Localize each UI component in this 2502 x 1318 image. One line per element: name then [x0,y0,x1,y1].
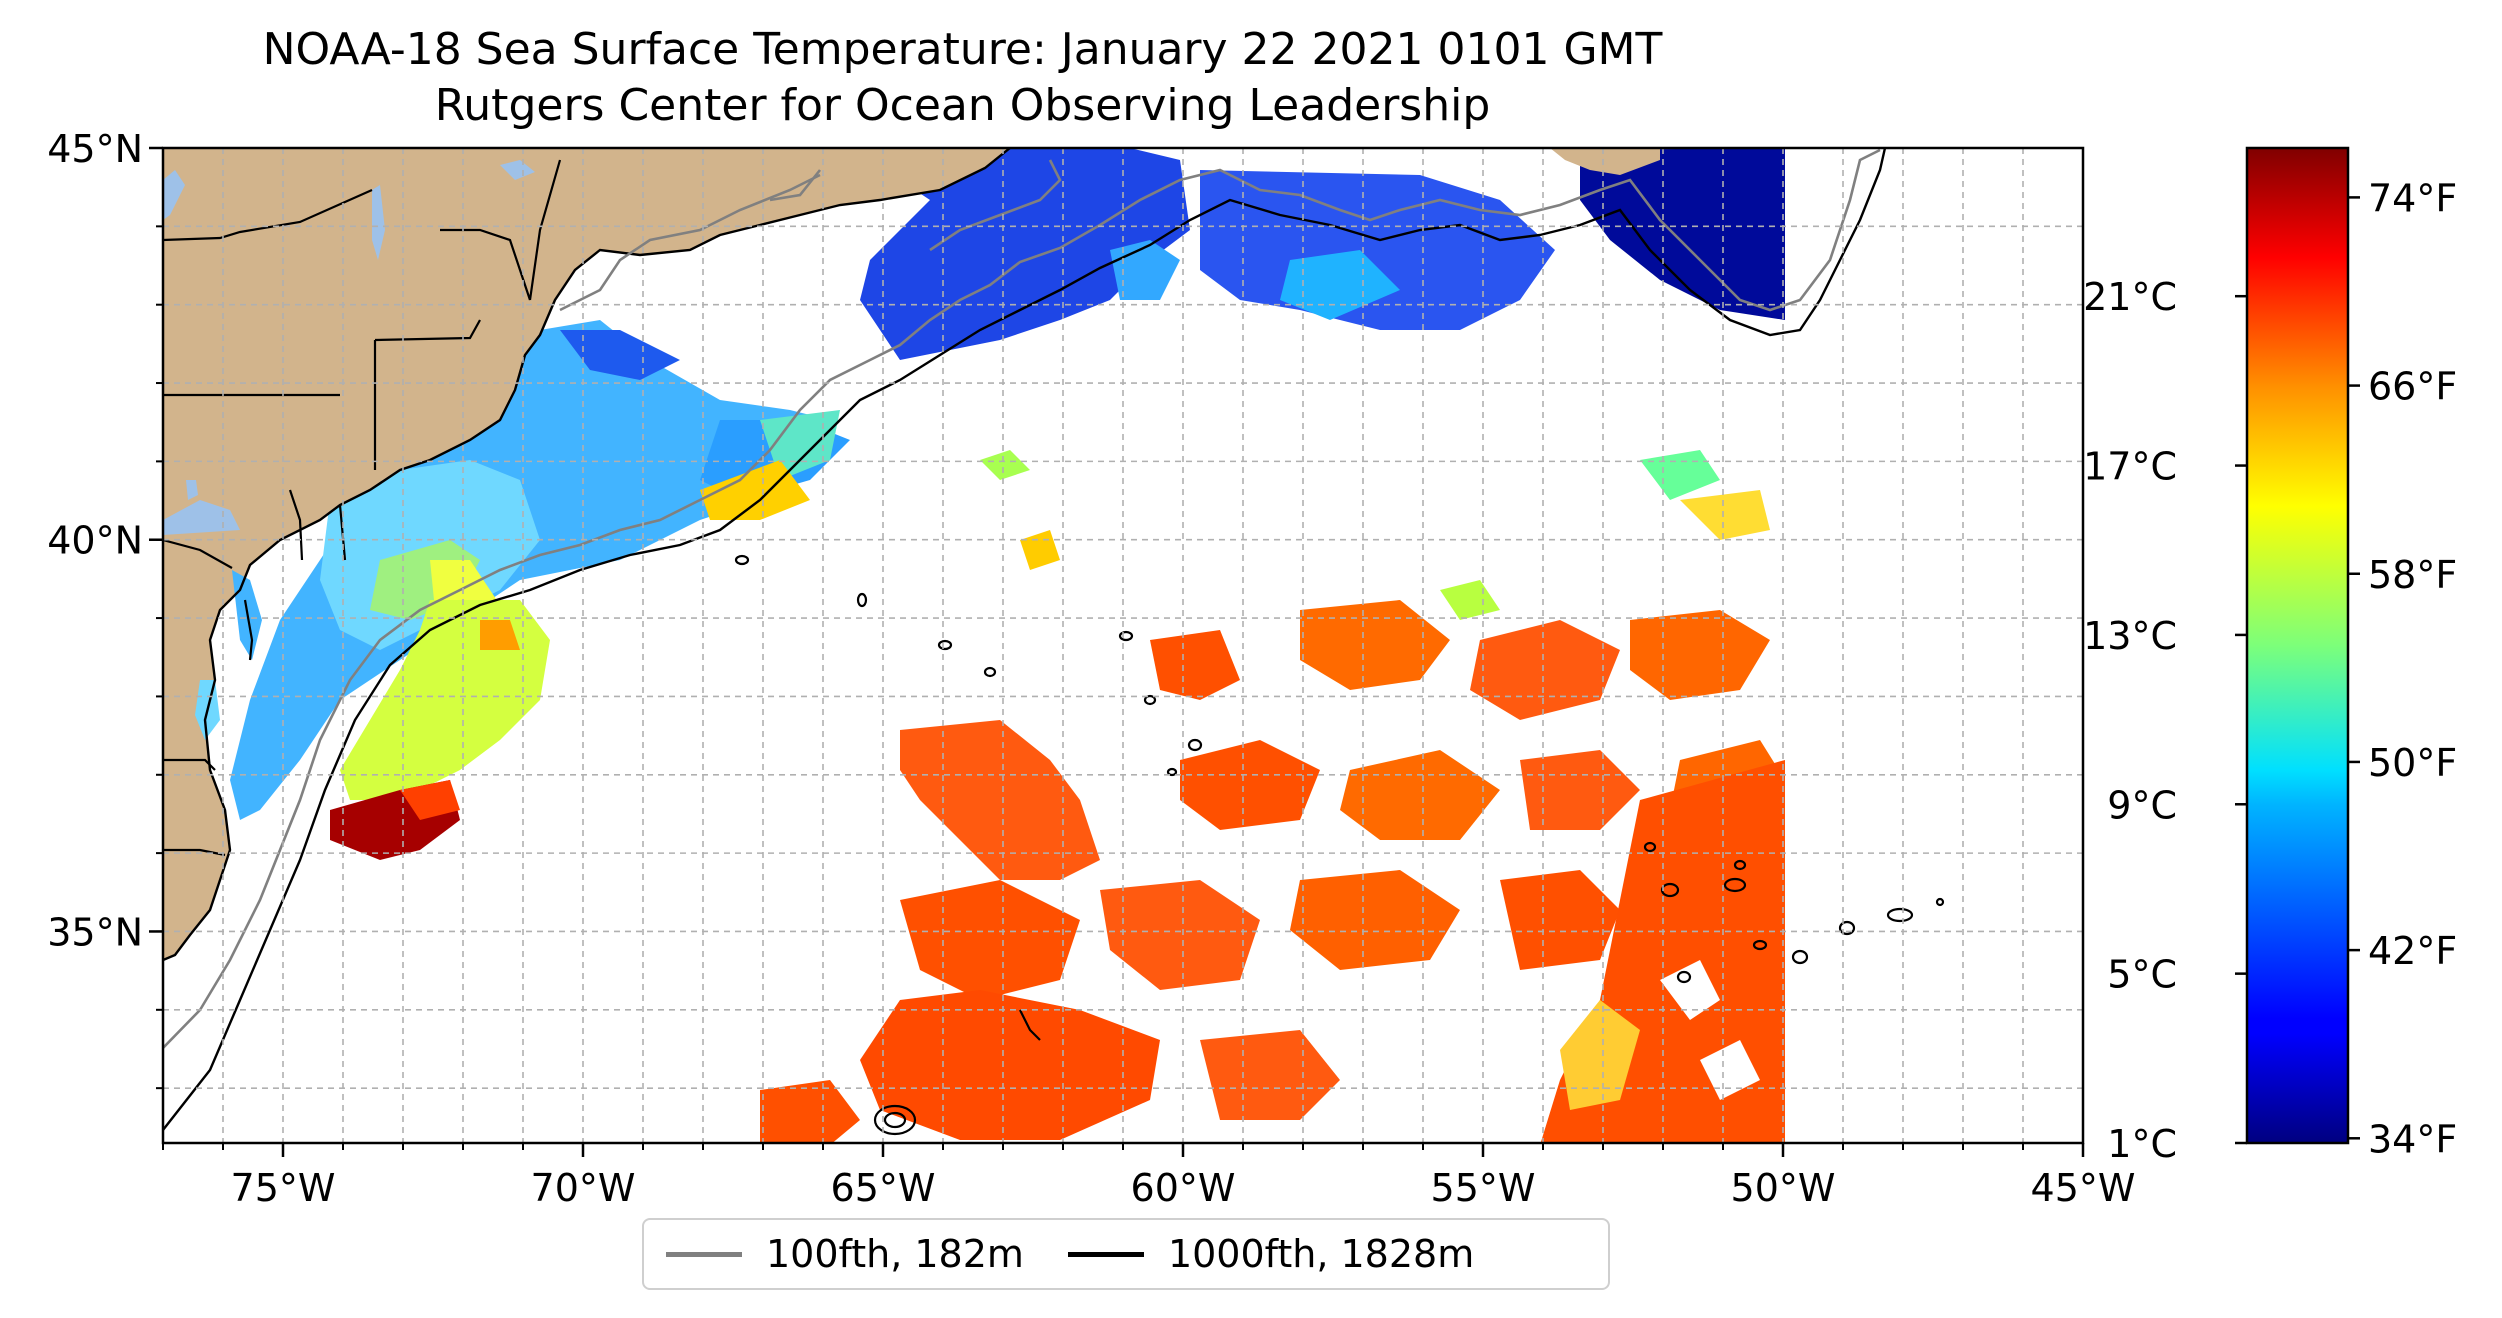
figure-subtitle: Rutgers Center for Ocean Observing Leade… [434,80,1491,131]
lat-tick-label: 45°N [47,127,143,171]
isobath-100fth [163,148,1881,1049]
map-gridlines [162,147,2084,1143]
legend-label-100fth: 100fth, 182m [766,1232,1024,1276]
legend-line-1000fth [1067,1251,1144,1257]
legend-item-100fth: 100fth, 182m [666,1232,1024,1276]
seamounts [734,554,1945,1136]
fahrenheit-tick-label: 74°F [2368,176,2457,220]
isobath-legend: 100fth, 182m 1000fth, 1828m [642,1218,1610,1290]
celsius-tick-label: 5°C [2107,953,2177,997]
celsius-tick-label: 17°C [2083,445,2177,489]
fahrenheit-tick-label: 34°F [2368,1117,2457,1161]
fahrenheit-tick-label: 42°F [2368,929,2457,973]
celsius-tick-label: 9°C [2107,783,2177,827]
state-borders [163,159,562,857]
lon-tick-label: 60°W [1131,1166,1236,1210]
celsius-tick-label: 13°C [2083,614,2177,658]
legend-item-1000fth: 1000fth, 1828m [1067,1232,1475,1276]
fahrenheit-tick-label: 58°F [2368,553,2457,597]
fahrenheit-tick-label: 66°F [2368,365,2457,409]
lon-tick-label: 70°W [531,1166,636,1210]
lat-tick-label: 35°N [47,910,143,954]
colorbar [2247,148,2348,1143]
figure-title: NOAA-18 Sea Surface Temperature: January… [262,24,1663,75]
legend-line-100fth [666,1251,742,1257]
celsius-tick-label: 21°C [2083,275,2177,319]
lon-tick-label: 65°W [831,1166,936,1210]
fahrenheit-tick-label: 50°F [2368,741,2457,785]
lat-tick-label: 40°N [47,519,143,563]
map-axis-ticks: 75°W 70°W 65°W 60°W 55°W 50°W 45°W 45°N 40°N 35°N [47,127,2135,1210]
lon-tick-label: 75°W [231,1166,336,1210]
lon-tick-label: 45°W [2031,1166,2136,1210]
lon-tick-label: 50°W [1731,1166,1836,1210]
isobath-1000fth [163,148,1887,1131]
coastline [163,148,1011,962]
legend-label-1000fth: 1000fth, 1828m [1167,1232,1475,1276]
colorbar-ticks: 1°C 5°C 9°C 13°C 17°C 21°C 34°F 42°F 50°F 58°F 66°… [2083,176,2457,1166]
lon-tick-label: 55°W [1431,1166,1536,1210]
celsius-tick-label: 1°C [2107,1122,2177,1166]
colorbar-frame [2245,146,2350,1145]
